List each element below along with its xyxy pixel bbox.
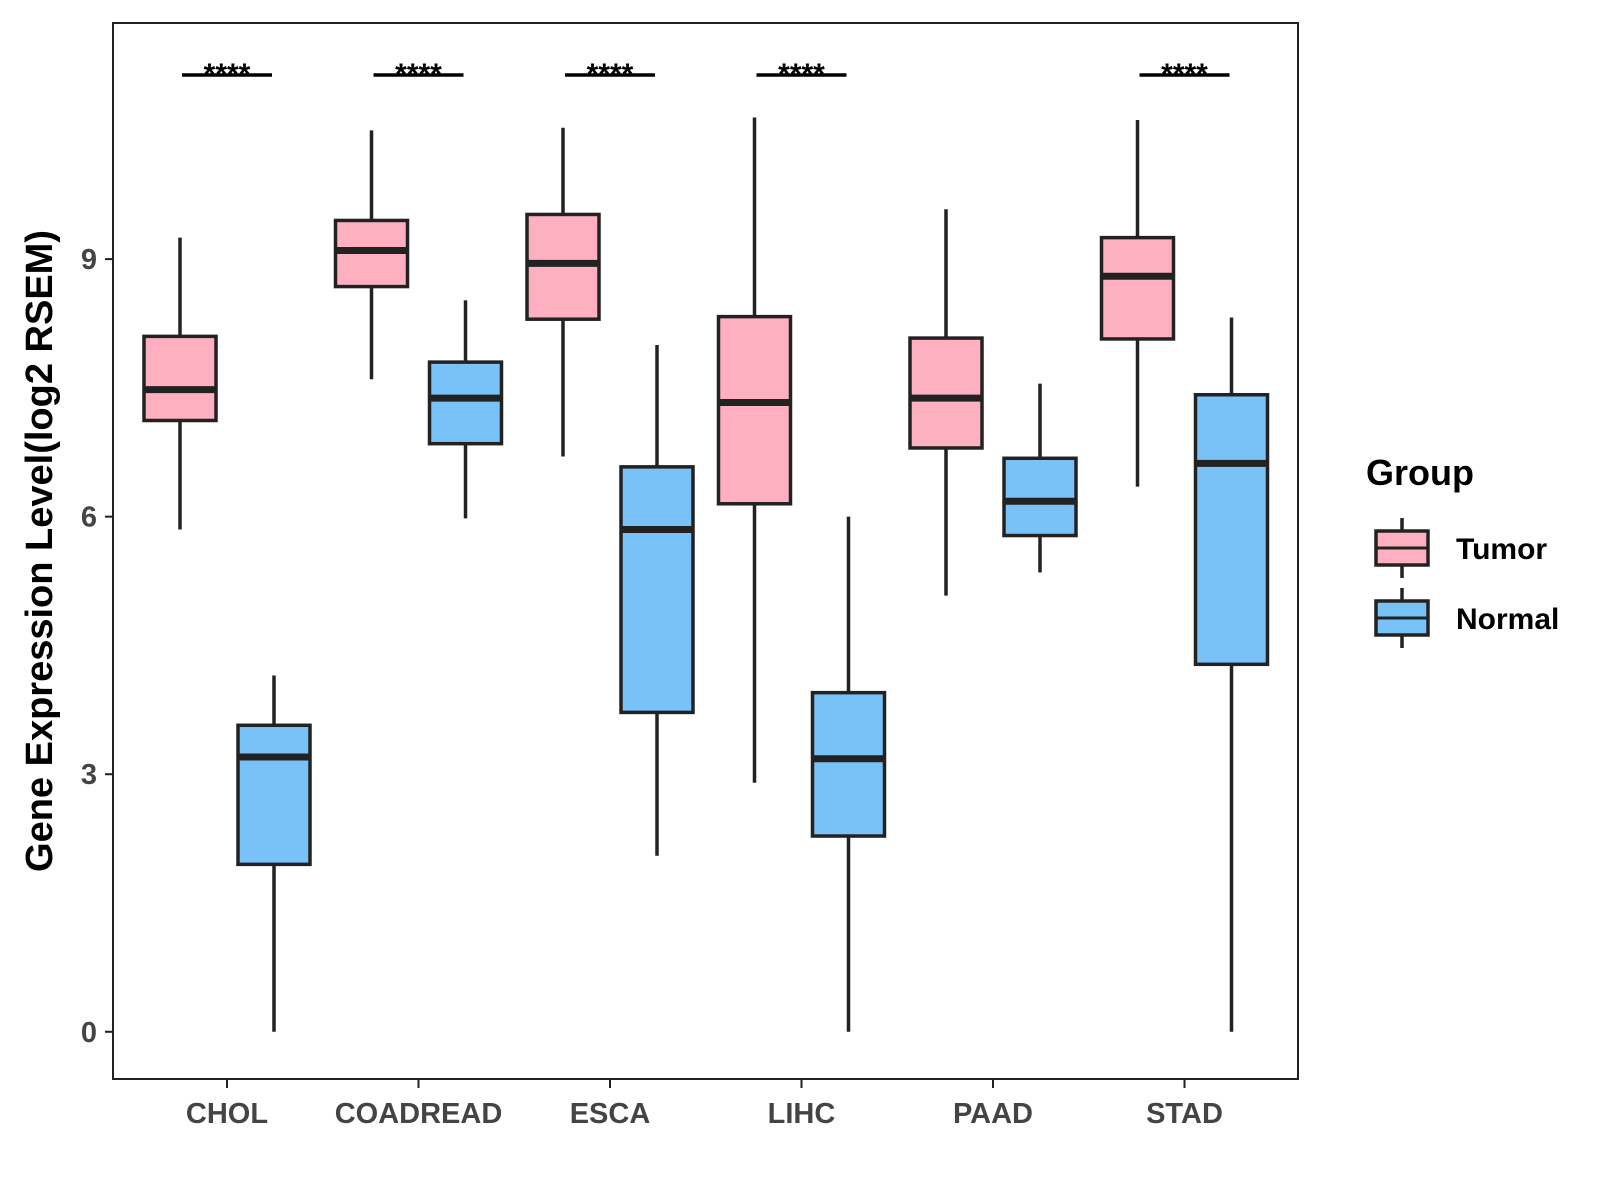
box-iqr (236, 723, 312, 867)
y-axis: 0 3 6 9 (81, 244, 113, 1049)
legend-item-tumor: Tumor (1374, 518, 1547, 578)
box-iqr (908, 336, 984, 450)
legend: Group Tumor Normal (1366, 452, 1559, 648)
box-iqr (1002, 456, 1078, 538)
panel-border (112, 22, 1299, 1080)
x-tick-label-paad: PAAD (953, 1098, 1033, 1130)
plot-area (142, 117, 1270, 1032)
y-tick-label-0: 0 (81, 1017, 97, 1049)
x-tick-label-chol: CHOL (186, 1098, 268, 1130)
x-tick-label-stad: STAD (1146, 1098, 1223, 1130)
box-tumor-chol (142, 237, 218, 530)
significance-annotations: **** **** **** **** **** (182, 58, 1230, 91)
box-iqr (1099, 235, 1176, 341)
legend-item-normal: Normal (1374, 588, 1559, 648)
significance-label-lihc: **** (778, 58, 825, 91)
box-tumor-paad (908, 209, 984, 596)
box-iqr (142, 334, 218, 423)
box-normal-coadread (427, 300, 504, 519)
box-normal-lihc (810, 516, 887, 1032)
legend-title: Group (1366, 452, 1474, 493)
x-tick-label-coadread: COADREAD (335, 1098, 503, 1130)
significance-label-coadread: **** (395, 58, 442, 91)
x-tick-label-lihc: LIHC (768, 1098, 836, 1130)
legend-label-tumor: Tumor (1456, 533, 1547, 566)
significance-label-esca: **** (587, 58, 634, 91)
box-tumor-esca (525, 127, 601, 457)
box-normal-paad (1002, 383, 1078, 573)
significance-label-chol: **** (204, 58, 251, 91)
box-normal-esca (619, 344, 695, 856)
box-normal-stad (1193, 317, 1270, 1032)
y-tick-label-6: 6 (81, 502, 97, 534)
box-iqr (619, 465, 695, 715)
y-tick-label-3: 3 (81, 759, 97, 791)
box-tumor-coadread (333, 130, 410, 380)
y-tick-label-9: 9 (81, 244, 97, 276)
box-iqr (810, 690, 887, 838)
y-axis-label: Gene Expression Level(log2 RSEM) (19, 230, 61, 872)
box-tumor-lihc (716, 117, 793, 783)
legend-label-normal: Normal (1456, 603, 1559, 636)
box-iqr (1193, 392, 1270, 667)
x-tick-label-esca: ESCA (570, 1098, 651, 1130)
x-axis: CHOL COADREAD ESCA LIHC PAAD STAD (186, 1079, 1223, 1130)
box-iqr (716, 314, 793, 506)
significance-label-stad: **** (1161, 58, 1208, 91)
box-iqr (427, 360, 504, 446)
box-tumor-stad (1099, 120, 1176, 487)
box-normal-chol (236, 675, 312, 1032)
